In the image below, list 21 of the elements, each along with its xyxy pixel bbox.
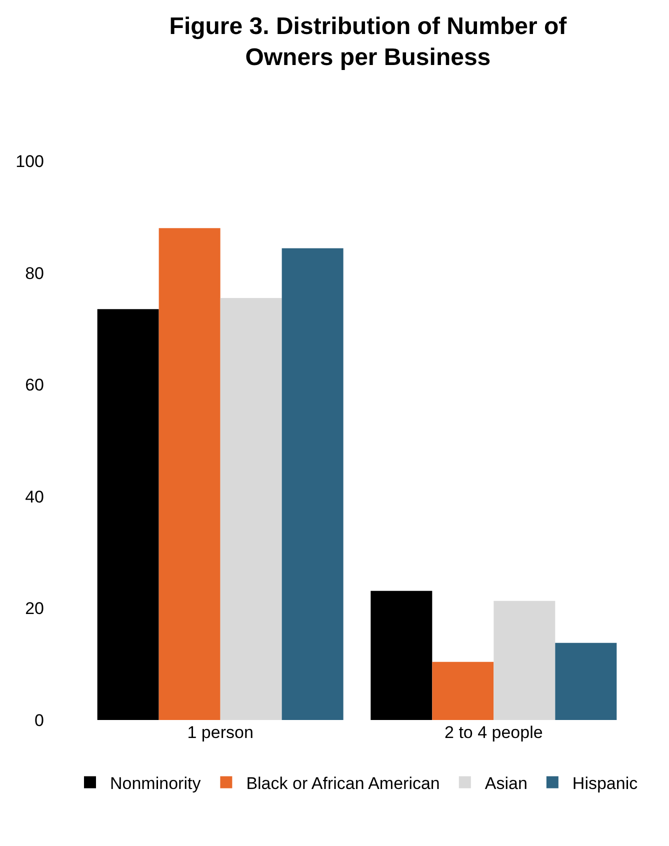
bar (158, 228, 220, 720)
legend-label: Asian (484, 774, 528, 793)
legend-label: Nonminority (110, 774, 202, 793)
bar (494, 600, 556, 720)
y-tick-label: 40 (25, 487, 44, 506)
bar (282, 248, 344, 720)
bar (370, 590, 432, 720)
bar (220, 298, 282, 720)
y-tick-label: 80 (25, 264, 44, 283)
y-tick-label: 0 (34, 710, 44, 730)
bar (555, 642, 617, 720)
bar (97, 309, 159, 720)
x-tick-label: 2 to 4 people (444, 723, 543, 742)
y-tick-label: 20 (25, 599, 44, 618)
y-tick-label: 100 (16, 152, 44, 171)
y-tick-label: 60 (25, 376, 44, 395)
chart-title: Figure 3. Distribution of Number of Owners per Business (169, 12, 568, 72)
bar (432, 662, 494, 720)
x-tick-label: 1 person (187, 723, 254, 742)
legend-label: Black or African American (246, 774, 440, 793)
legend-label: Hispanic (572, 774, 638, 793)
